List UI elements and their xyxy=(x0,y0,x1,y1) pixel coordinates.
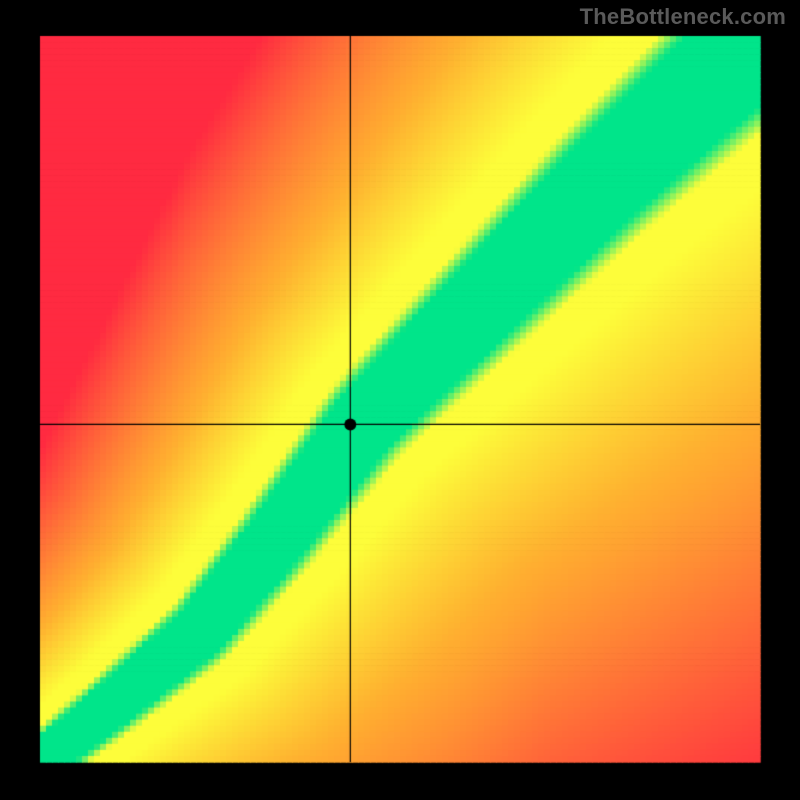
heatmap-canvas xyxy=(0,0,800,800)
watermark-text: TheBottleneck.com xyxy=(580,4,786,30)
chart-container: TheBottleneck.com xyxy=(0,0,800,800)
